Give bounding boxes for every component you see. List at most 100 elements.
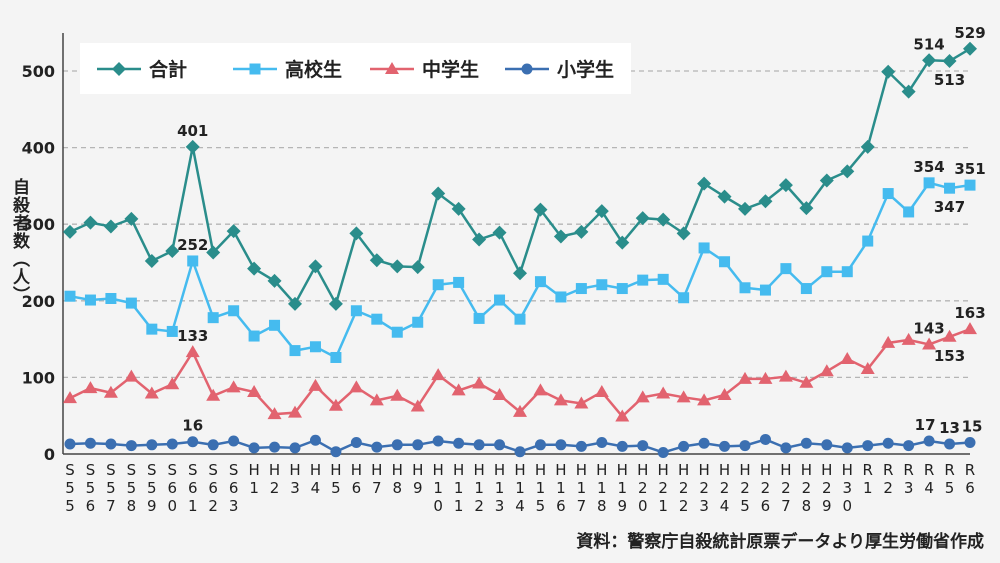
data-point — [963, 322, 977, 335]
y-axis-label: 自殺者数（人） — [9, 178, 29, 304]
data-point — [410, 260, 425, 275]
legend-marker — [112, 62, 126, 76]
data-point — [944, 182, 956, 194]
data-point — [166, 325, 178, 337]
data-point — [615, 409, 630, 422]
data-point — [451, 201, 466, 216]
legend-label: 中学生 — [422, 58, 479, 81]
data-point — [473, 312, 485, 324]
data-point — [453, 437, 465, 449]
data-point — [431, 368, 446, 381]
data-point — [473, 439, 485, 451]
data-point — [739, 440, 751, 452]
data-point — [146, 323, 158, 335]
data-point — [799, 201, 814, 216]
data-point — [717, 388, 732, 401]
data-point — [412, 316, 424, 328]
data-point — [494, 439, 506, 451]
data-point — [778, 178, 793, 193]
data-point — [882, 188, 894, 200]
data-point — [125, 297, 137, 309]
y-tick-label: 0 — [44, 445, 55, 464]
data-point — [799, 375, 814, 388]
data-point — [226, 380, 241, 393]
data-point — [513, 266, 527, 281]
data-point — [719, 440, 731, 452]
data-point — [676, 226, 691, 241]
data-point — [267, 407, 282, 420]
data-point — [574, 396, 589, 409]
data-point — [124, 211, 139, 226]
data-point — [800, 283, 812, 295]
data-label: 15 — [962, 418, 983, 436]
data-point — [144, 386, 159, 399]
data-point — [840, 352, 855, 365]
data-point — [187, 255, 199, 267]
data-point — [901, 84, 916, 99]
data-point — [350, 305, 362, 317]
data-point — [228, 305, 240, 317]
data-point — [575, 440, 587, 452]
data-point — [64, 290, 76, 302]
data-point — [862, 440, 874, 452]
data-point — [596, 437, 608, 449]
series-triangle — [63, 322, 977, 422]
data-point — [207, 312, 219, 324]
data-label: 529 — [954, 24, 985, 42]
data-point — [819, 364, 834, 377]
data-point — [738, 201, 752, 216]
data-point — [862, 235, 874, 247]
data-point — [247, 261, 262, 276]
data-point — [821, 439, 833, 451]
data-point — [124, 369, 139, 382]
data-point — [615, 235, 630, 250]
data-point — [492, 225, 507, 240]
data-label: 163 — [954, 304, 985, 322]
data-point — [616, 283, 628, 295]
data-point — [330, 351, 342, 363]
legend-label: 小学生 — [557, 58, 614, 81]
data-point — [369, 393, 384, 406]
data-point — [534, 276, 546, 288]
data-point — [657, 273, 669, 285]
data-label: 252 — [177, 236, 208, 254]
data-point — [64, 438, 76, 450]
data-point — [369, 253, 384, 268]
data-point — [656, 212, 671, 227]
data-point — [923, 435, 935, 447]
data-point — [758, 371, 773, 384]
data-point — [717, 189, 732, 204]
data-point — [166, 438, 178, 450]
data-point — [84, 294, 96, 306]
data-label: 13 — [939, 419, 960, 437]
data-point — [431, 186, 446, 201]
y-tick-label: 400 — [22, 139, 55, 158]
data-label: 347 — [934, 198, 965, 216]
data-point — [289, 442, 301, 454]
data-point — [514, 446, 526, 458]
data-label: 354 — [913, 158, 944, 176]
data-point — [391, 326, 403, 338]
data-point — [146, 439, 158, 451]
series-square — [64, 177, 976, 363]
data-point — [637, 440, 649, 452]
data-point — [923, 177, 935, 189]
data-point — [698, 437, 710, 449]
data-point — [105, 438, 117, 450]
